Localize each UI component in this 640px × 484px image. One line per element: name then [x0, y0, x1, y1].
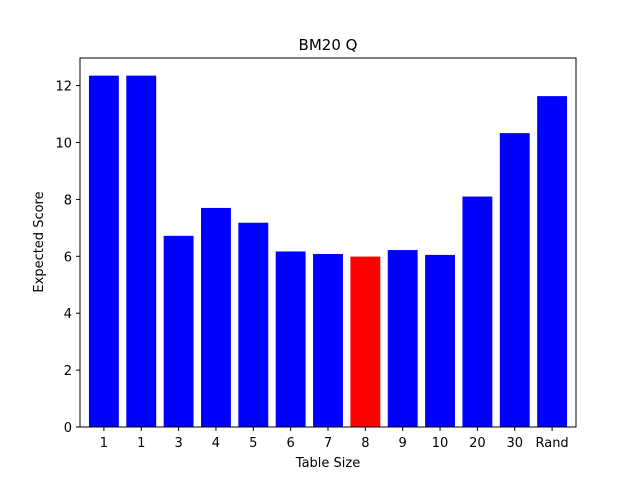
y-tick-label-5: 10	[55, 136, 72, 151]
x-tick-label-8: 9	[399, 436, 407, 451]
x-tick-label-2: 3	[174, 436, 182, 451]
x-tick-label-10: 20	[469, 436, 486, 451]
bars-layer	[88, 75, 568, 428]
bar-9	[425, 254, 455, 427]
x-axis-label: Table Size	[295, 456, 360, 471]
y-tick-label-6: 12	[55, 80, 72, 95]
x-tick-label-11: 30	[506, 436, 523, 451]
y-tick-label-1: 2	[64, 364, 72, 379]
y-axis-label: Expected Score	[32, 191, 47, 292]
x-tick-label-0: 1	[100, 436, 108, 451]
bar-4	[238, 222, 269, 427]
bar-6	[313, 254, 343, 427]
bar-2	[163, 235, 194, 427]
x-tick-label-4: 5	[249, 436, 257, 451]
x-axis-ticks: 1 1 3 4 5 6 7 8 9 10 20 30 Rand	[100, 427, 569, 451]
x-tick-label-9: 10	[432, 436, 449, 451]
x-tick-label-5: 6	[287, 436, 295, 451]
bar-5	[275, 251, 306, 427]
y-tick-label-3: 6	[64, 250, 72, 265]
bar-10	[462, 196, 493, 427]
bar-12	[537, 96, 568, 428]
y-tick-label-2: 4	[64, 307, 72, 322]
y-axis-ticks: 0 2 4 6 8 10 12	[55, 80, 80, 436]
bar-11	[499, 133, 530, 428]
bar-7	[350, 256, 381, 427]
bar-0	[88, 75, 119, 427]
x-tick-label-1: 1	[137, 436, 145, 451]
chart-title: BM20 Q	[299, 36, 358, 54]
x-tick-label-7: 8	[361, 436, 369, 451]
y-tick-label-0: 0	[64, 421, 72, 436]
x-tick-label-12: Rand	[535, 436, 568, 451]
x-tick-label-6: 7	[324, 436, 332, 451]
y-tick-label-4: 8	[64, 193, 72, 208]
plot-area-frame	[79, 57, 577, 428]
x-tick-label-3: 4	[212, 436, 220, 451]
bar-3	[201, 207, 231, 427]
bar-8	[387, 250, 418, 427]
bar-1	[126, 75, 157, 427]
